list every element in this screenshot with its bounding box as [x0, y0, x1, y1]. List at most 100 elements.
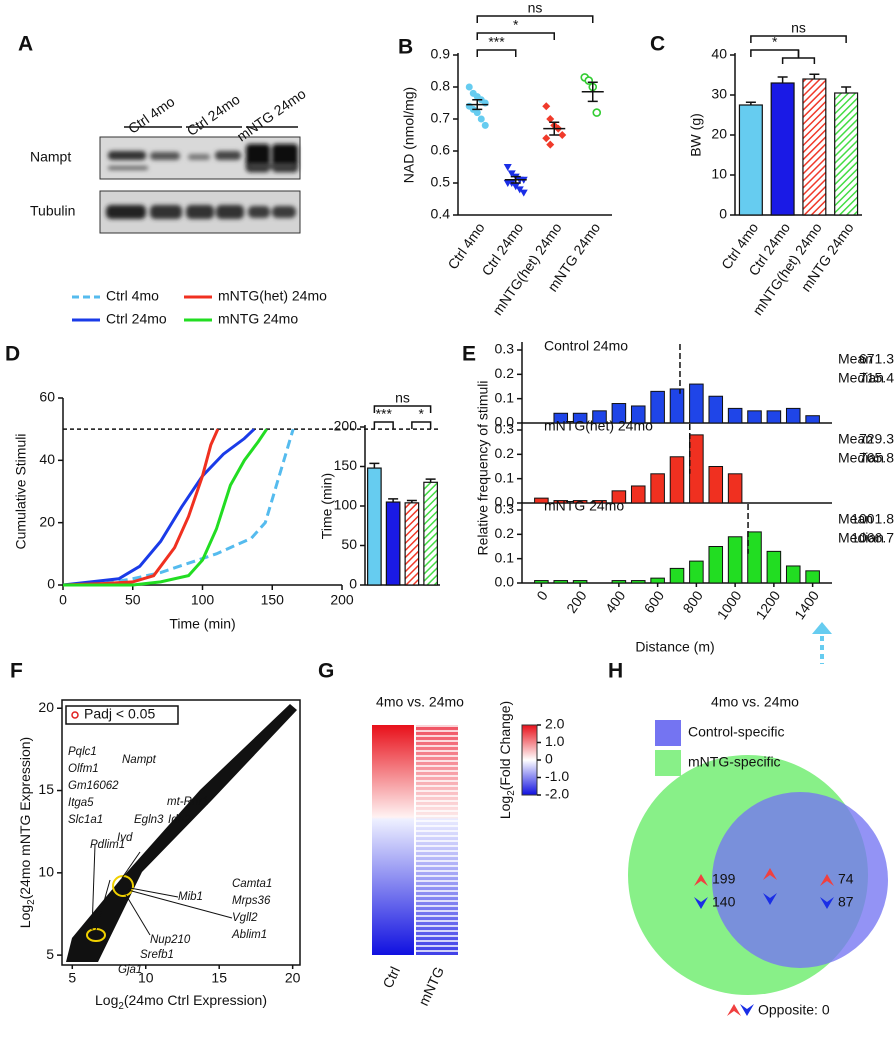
histogram-bar [708, 395, 724, 424]
venn-title: 4mo vs. 24mo [711, 694, 799, 710]
histogram-bar [747, 410, 762, 424]
x-axis-label: Distance (m) [635, 639, 714, 655]
y-tick-label: 0.6 [431, 142, 451, 158]
western-blot [99, 126, 301, 234]
gene-label: Gja1 [118, 964, 142, 976]
data-point [542, 134, 551, 143]
gene-label: Mrps36 [232, 895, 271, 907]
panel-letter: B [398, 36, 413, 59]
gene-label: mt-Rnr1 [167, 796, 209, 808]
colorbar-tick-label: 0 [545, 751, 553, 767]
up-arrow [820, 874, 834, 886]
y-tick-label: 10 [38, 864, 54, 880]
colorbar-label-part: (Fold Change) [497, 701, 513, 791]
y-tick-label: 0 [719, 206, 727, 222]
y-axis-label-part: (24mo mNTG Expression) [17, 737, 33, 900]
lane-label: mNTG 24mo [234, 85, 309, 144]
stat-value: 729.3 [859, 431, 894, 447]
significance-label: ns [395, 390, 410, 406]
y-tick-label: 60 [39, 389, 55, 405]
y-tick-label: 0 [47, 576, 55, 592]
data-point [507, 170, 516, 178]
y-tick-label: 0.8 [431, 78, 451, 94]
y-tick-label: 40 [711, 46, 727, 62]
y-tick-label: 200 [334, 418, 358, 434]
stat-value: 765.8 [859, 450, 894, 466]
gene-label: Egln3 [134, 814, 164, 826]
colorbar-tick-label: -1.0 [545, 768, 569, 784]
histogram-bar [669, 456, 685, 504]
y-tick-label: 10 [711, 166, 727, 182]
gene-label: Vgll2 [232, 912, 258, 924]
histogram-bar [553, 500, 569, 504]
lane-label: Ctrl 4mo [125, 93, 178, 137]
stat-value: 1066.7 [851, 530, 894, 546]
subplot-title: Control 24mo [544, 338, 628, 354]
panel-letter: H [608, 660, 623, 683]
bar [385, 501, 401, 586]
error-bar [369, 462, 380, 469]
histogram-bar [689, 560, 704, 584]
legend-marker [71, 711, 79, 719]
histogram-bar [766, 410, 782, 424]
x-tick-label: 1000 [714, 588, 745, 623]
stat-label: Median [838, 450, 884, 466]
error-bar [425, 478, 436, 483]
series-line [62, 428, 256, 587]
gene-label: Pqlc1 [68, 746, 97, 758]
x-tick-label: mNTG(het) 24mo [489, 220, 565, 319]
significance-label: * [419, 406, 425, 422]
panel-letter: C [650, 33, 665, 56]
significance-bracket [476, 49, 517, 57]
bar [834, 92, 859, 216]
row-label: Nampt [30, 149, 71, 165]
x-tick-label: 50 [125, 592, 141, 608]
error-bar [587, 81, 598, 103]
data-point [477, 115, 485, 123]
colorbar-tick-label: 1.0 [545, 733, 565, 749]
legend-label: mNTG 24mo [218, 311, 298, 327]
gene-label: Ivd [117, 832, 133, 844]
plot-frame [61, 699, 301, 966]
panel-letter: F [10, 660, 23, 683]
data-point [481, 99, 489, 107]
histogram-bar [572, 412, 588, 424]
colorbar-label: Log2(Fold Change) [497, 701, 517, 819]
column-label: Ctrl [379, 964, 403, 991]
significance-label: *** [376, 406, 393, 422]
x-axis-label-part: Log [95, 992, 118, 1008]
y-axis-label-part: 2 [26, 899, 37, 904]
histogram-bar [650, 473, 665, 504]
subplot-title: mNTG 24mo [544, 498, 624, 514]
histogram-bar [630, 485, 646, 504]
significance-label: *** [488, 34, 505, 50]
data-point [546, 115, 555, 123]
up-count: 199 [712, 871, 736, 887]
histogram-bar [708, 466, 724, 504]
y-tick-label: 0.0 [495, 494, 515, 510]
gene-label: Idh2 [168, 814, 191, 826]
gene-label: Ablim1 [231, 929, 267, 941]
histogram-bar [689, 434, 704, 504]
data-point [558, 131, 567, 139]
histogram-bar [669, 388, 685, 424]
significance-bracket [750, 49, 800, 57]
data-point [481, 121, 489, 129]
y-tick-label: 0.3 [495, 421, 515, 437]
y-tick-label: 0.0 [495, 414, 515, 430]
colorbar-tick-label: 2.0 [545, 716, 565, 732]
error-bar [745, 101, 756, 105]
error-bar [841, 86, 852, 93]
stat-label: Median [838, 530, 884, 546]
data-point [511, 183, 520, 191]
bar [423, 481, 438, 586]
down-arrow [820, 897, 834, 909]
heatmap-column [372, 725, 414, 955]
y-tick-label: 0.2 [495, 525, 515, 541]
y-tick-label: 100 [334, 497, 358, 513]
histogram-bar [805, 570, 820, 584]
y-tick-label: 150 [334, 457, 358, 473]
significance-bracket [476, 15, 594, 23]
histogram-bar [630, 405, 646, 424]
down-count: 87 [838, 894, 854, 910]
